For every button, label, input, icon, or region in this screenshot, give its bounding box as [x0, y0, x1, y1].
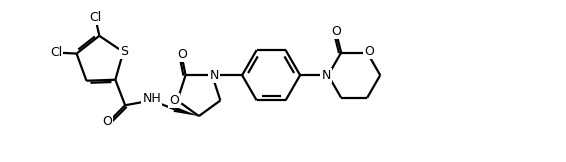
Text: NH: NH — [142, 92, 161, 105]
Text: O: O — [102, 116, 113, 128]
Text: Cl: Cl — [89, 11, 101, 24]
Text: O: O — [169, 94, 179, 107]
Polygon shape — [174, 107, 199, 116]
Text: O: O — [178, 48, 187, 61]
Text: N: N — [321, 69, 331, 82]
Text: Cl: Cl — [50, 46, 62, 59]
Text: O: O — [364, 45, 374, 58]
Text: N: N — [209, 69, 219, 82]
Text: S: S — [120, 46, 128, 58]
Text: O: O — [331, 24, 341, 38]
